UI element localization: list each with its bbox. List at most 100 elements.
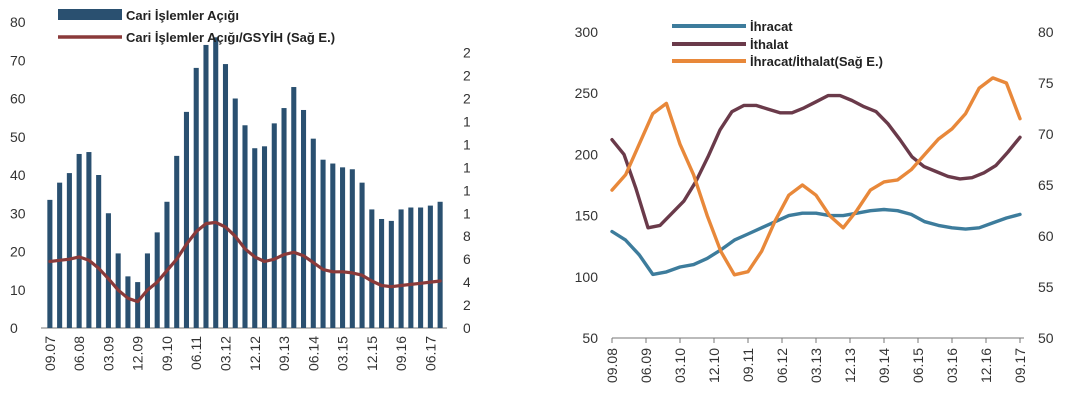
x-tick-label: 09.13 [276,336,292,371]
chart-current-account-svg: 0102030405060708002468101214161820222409… [10,8,479,371]
bar [96,175,102,328]
x-tick-label: 09.16 [393,336,409,371]
y-tick-left: 150 [575,208,599,224]
x-tick-label: 12.10 [706,348,722,383]
bar [427,205,433,328]
bar [193,67,199,329]
bar [242,125,248,329]
bar [213,37,219,329]
legend-label-line: Cari İşlemler Açığı/GSYİH (Sağ E.) [126,30,335,45]
bar [86,152,92,328]
x-tick-label: 12.09 [130,336,146,371]
y-tick-right: 80 [1038,24,1054,40]
y-tick-left: 50 [582,330,598,346]
bar [418,207,424,328]
bar [349,169,355,328]
x-tick-label: 12.15 [364,336,380,371]
bar [164,201,170,328]
x-tick-label: 03.10 [672,348,688,383]
chart-exports-imports: 50 100 150 200 250 300 50 55 60 65 70 75 80 09.08 06.0… [560,0,1065,400]
legend-label-0: İhracat [750,19,793,34]
bar [271,123,277,328]
y-tick-left: 100 [575,269,599,285]
bar [320,159,326,328]
bar [359,182,365,328]
bar [398,209,404,328]
y-tick-right: 65 [1038,177,1054,193]
x-tick-label: 06.14 [305,336,321,371]
chart-current-account: 0102030405060708002468101214161820222409… [0,0,479,400]
y-tick-left: 40 [10,167,26,183]
legend-label-bars: Cari İşlemler Açığı [126,8,239,23]
y-tick-right: 20 [463,91,470,107]
bar [174,155,180,328]
x-tick-label: 09.11 [740,348,756,382]
y-tick-right: 22 [463,68,470,84]
x-tick-label: 12.13 [842,348,858,383]
bar [281,108,287,328]
x-tick-label: 09.14 [876,348,892,383]
y-tick-left: 70 [10,52,26,68]
bar [222,64,229,328]
x-tick-label: 12.16 [978,348,994,383]
bar [310,138,316,328]
x-tick-label: 09.10 [159,336,175,371]
y-tick-left: 0 [10,320,18,336]
y-tick-right: 12 [463,182,470,198]
y-tick-left: 20 [10,244,26,260]
bar [125,276,131,328]
legend-label-2: İhracat/İthalat(Sağ E.) [750,54,883,69]
x-tick-label: 09.07 [42,336,58,371]
x-tick-label: 03.13 [808,348,824,383]
y-tick-right: 0 [463,320,470,336]
y-tick-left: 30 [10,205,26,221]
bar [252,148,258,328]
y-tick-right: 60 [1038,228,1054,244]
y-tick-right: 8 [463,228,470,244]
series-line-1 [610,93,1022,230]
bar [66,173,72,328]
y-tick-left: 60 [10,91,26,107]
y-tick-right: 75 [1038,75,1054,91]
bar [183,111,189,328]
y-tick-left: 300 [575,24,599,40]
bar [261,146,268,328]
x-tick-label: 06.09 [638,348,654,383]
bar [203,44,209,328]
x-tick-label: 06.08 [71,336,87,371]
x-tick-label: 03.09 [100,336,116,371]
ratio-line [48,220,442,304]
y-tick-right: 14 [463,159,470,175]
legend-label-1: İthalat [750,37,789,52]
bar [379,218,385,328]
y-tick-left: 200 [575,146,599,162]
bar [388,220,394,328]
x-tick-label: 03.16 [944,348,960,383]
bar [408,207,414,328]
y-tick-right: 2 [463,297,470,313]
y-tick-right: 18 [463,113,470,129]
bar [232,98,238,328]
bar [105,213,111,328]
bar [369,209,375,328]
y-tick-left: 50 [10,129,26,145]
y-tick-left: 80 [10,14,26,30]
x-tick-label: 03.15 [335,336,351,371]
bar [437,201,443,328]
y-tick-right: 6 [463,251,470,267]
bar [340,167,346,328]
x-tick-label: 06.17 [422,336,438,371]
y-tick-left: 250 [575,85,599,101]
x-tick-label: 12.12 [247,336,263,371]
y-tick-right: 50 [1038,330,1054,346]
y-tick-right: 10 [463,205,470,221]
bar [330,163,336,328]
bar [76,153,82,328]
bar [47,199,53,328]
bar [135,282,141,328]
bar [301,109,307,328]
y-tick-right: 4 [463,274,470,290]
x-tick-label: 09.17 [1012,348,1028,383]
series-line-0 [610,207,1022,277]
y-tick-right: 70 [1038,126,1054,142]
